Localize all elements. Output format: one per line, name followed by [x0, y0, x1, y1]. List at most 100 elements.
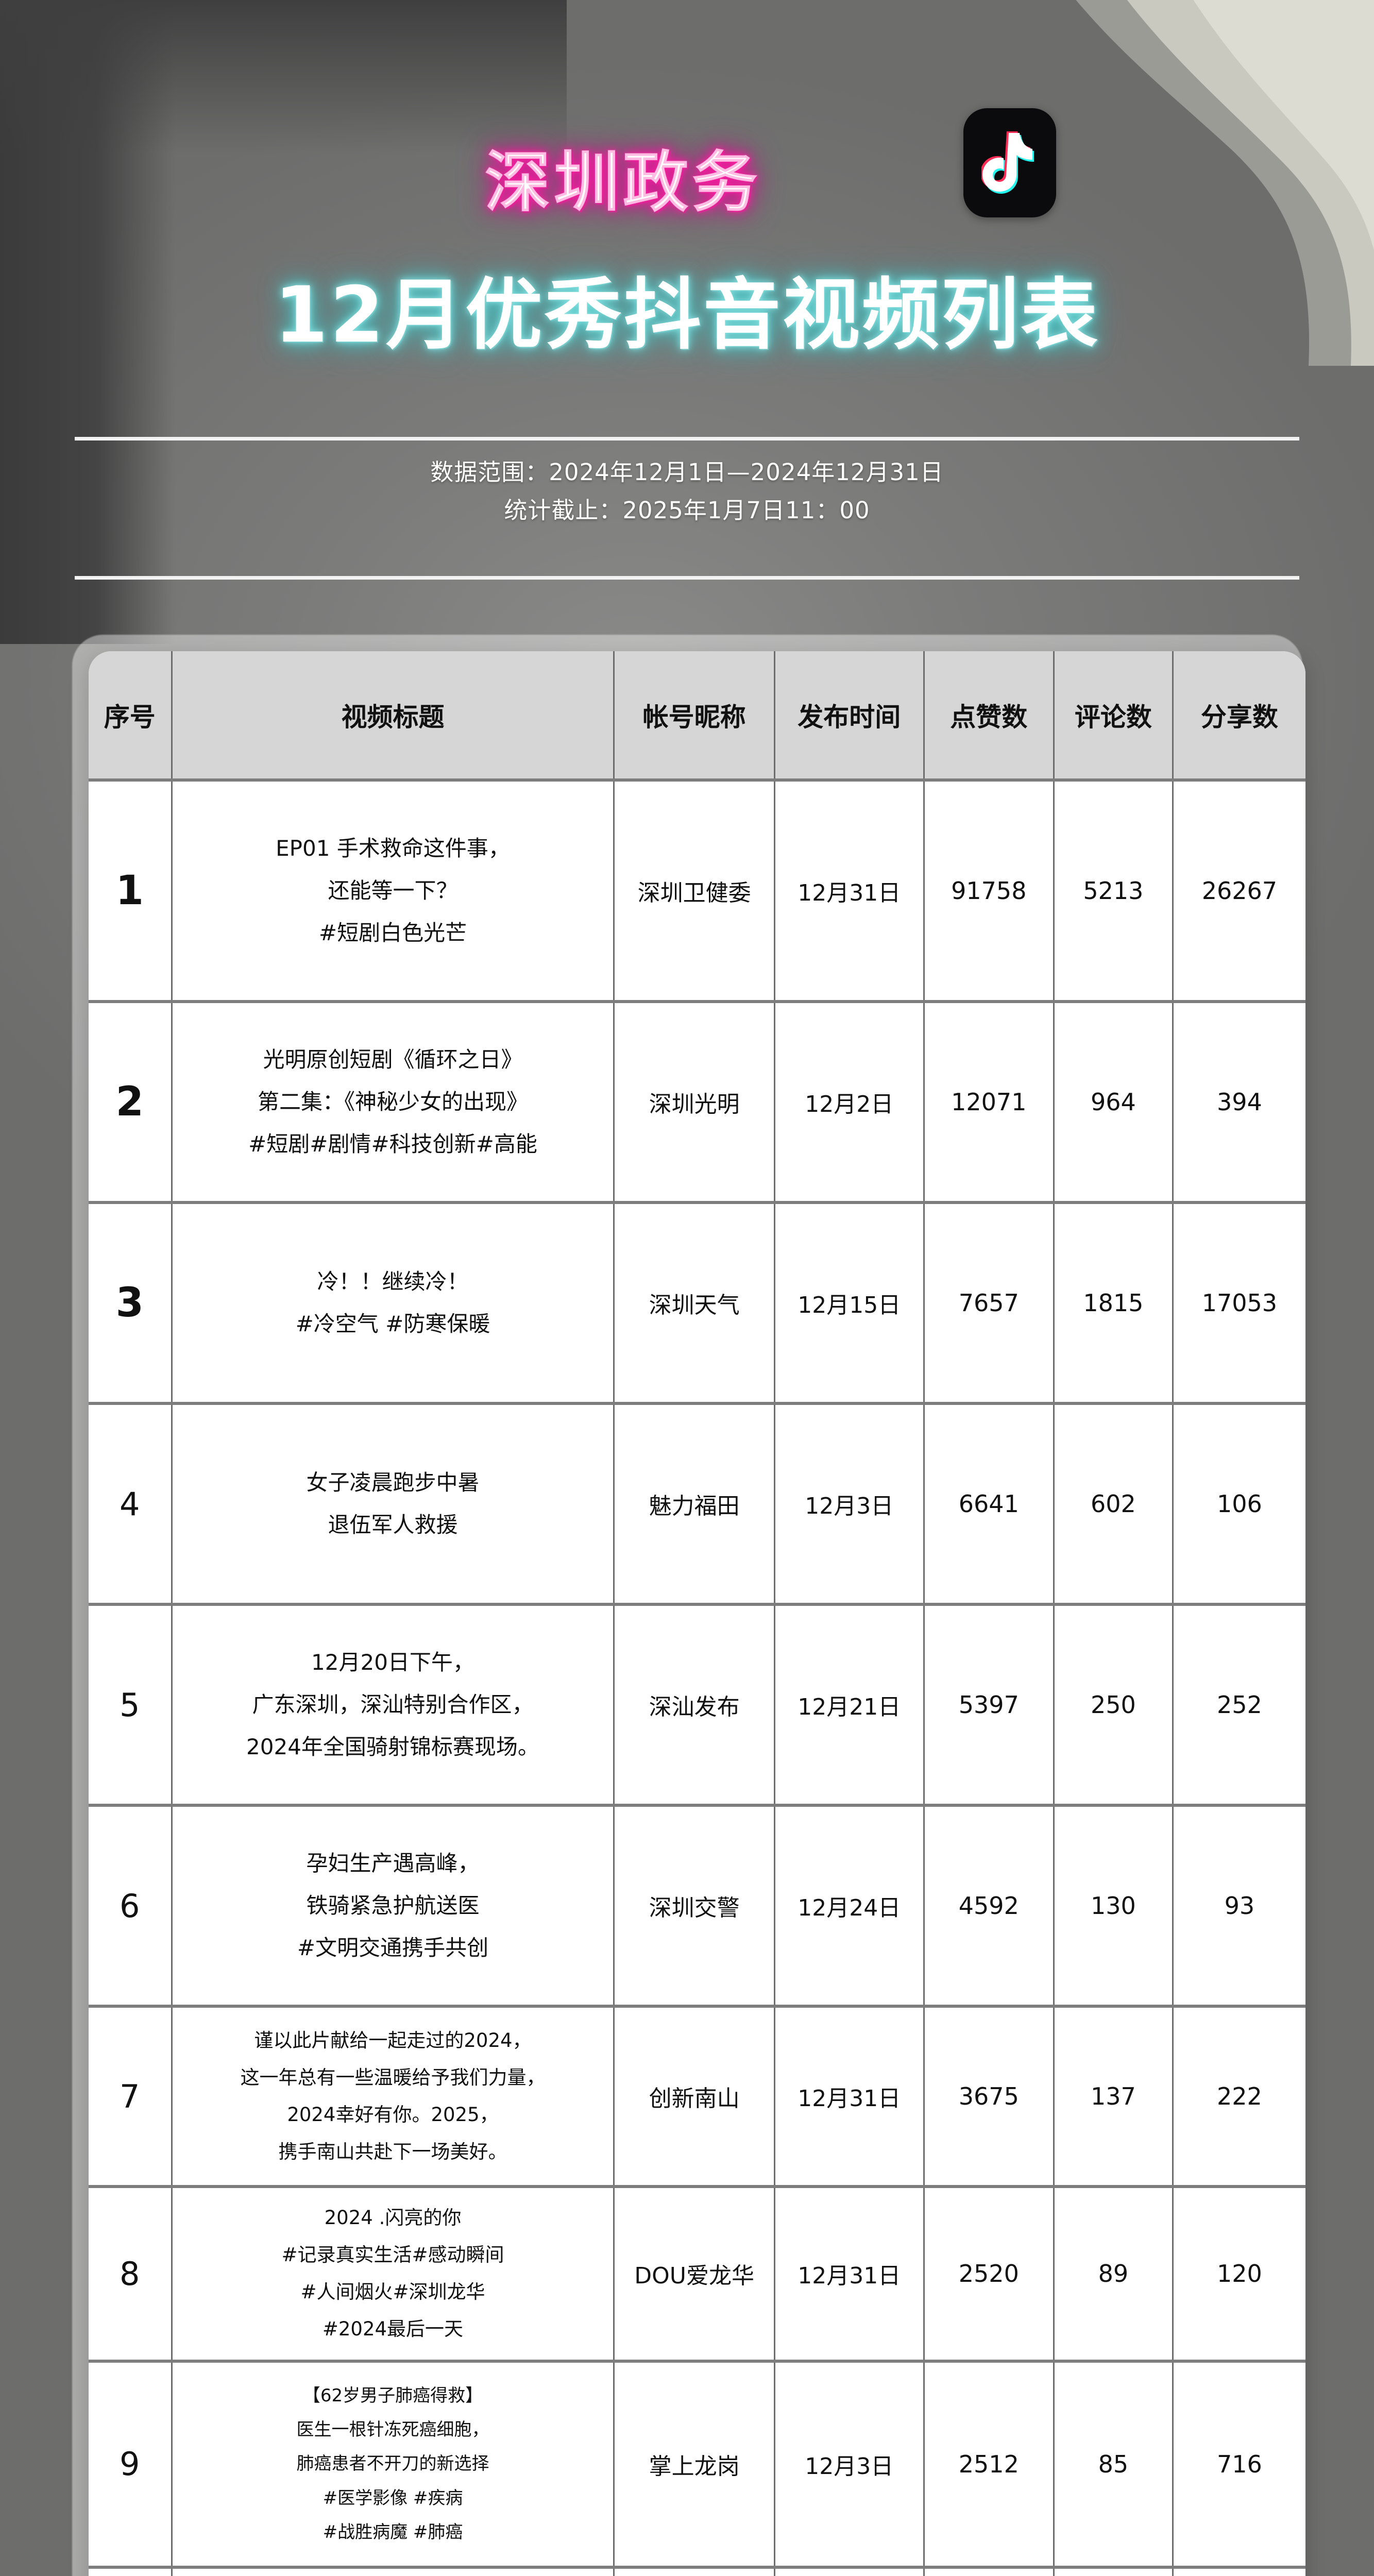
table-head: 序号 视频标题 帐号昵称 发布时间 点赞数 评论数 分享数: [89, 651, 1305, 780]
cell-likes: 2220: [924, 2567, 1055, 2576]
col-header-index: 序号: [89, 651, 173, 780]
cell-shares: 106: [1173, 1403, 1305, 1606]
divider-bottom: [75, 576, 1299, 580]
col-header-shares: 分享数: [1173, 651, 1305, 780]
cell-index: 2: [89, 1002, 173, 1204]
cell-date: 12月31日: [774, 2187, 925, 2363]
col-header-comments: 评论数: [1054, 651, 1174, 780]
cell-account: 深汕发布: [614, 1604, 775, 1807]
cell-comments: 89: [1054, 2187, 1174, 2363]
meta-cutoff: 统计截止：2025年1月7日11：00: [504, 497, 870, 524]
cell-index: 7: [89, 2006, 173, 2188]
table-row: 8 2024 .闪亮的你 #记录真实生活#感动瞬间 #人间烟火#深圳龙华 #2024最后…: [89, 2187, 1305, 2363]
cell-date: 12月31日: [774, 2006, 925, 2188]
cell-title: 谨以此片献给一起走过的2024， 这一年总有一些温暖给予我们力量， 2024幸好有你…: [172, 2006, 615, 2188]
cell-shares: 252: [1173, 1604, 1305, 1807]
table-row: 6 孕妇生产遇高峰， 铁骑紧急护航送医 #文明交通携手共创 深圳交警 12月24日 4592…: [89, 1805, 1305, 2008]
cell-likes: 7657: [924, 1202, 1055, 1405]
cell-likes: 6641: [924, 1403, 1055, 1606]
table-header-row: 序号 视频标题 帐号昵称 发布时间 点赞数 评论数 分享数: [89, 651, 1305, 780]
brand-title: 深圳政务: [0, 129, 1374, 224]
cell-comments: 85: [1054, 2361, 1174, 2569]
cell-index: 10: [89, 2567, 173, 2576]
cell-title: 【62岁男子肺癌得救】 医生一根针冻死癌细胞， 肺癌患者不开刀的新选择 #医学影像 #…: [172, 2361, 615, 2569]
cell-likes: 91758: [924, 780, 1055, 1003]
table-row: 5 12月20日下午， 广东深圳，深汕特别合作区， 2024年全国骑射锦标赛现场。 深汕…: [89, 1604, 1305, 1807]
cell-title: 孕妇生产遇高峰， 铁骑紧急护航送医 #文明交通携手共创: [172, 1805, 615, 2008]
video-ranking-table: 序号 视频标题 帐号昵称 发布时间 点赞数 评论数 分享数 1 EP01 手术救命…: [89, 651, 1305, 2576]
table-row: 2 光明原创短剧《循环之日》 第二集：《神秘少女的出现》 #短剧#剧情#科技创新#高能…: [89, 1002, 1305, 1204]
cell-likes: 2520: [924, 2187, 1055, 2363]
cell-index: 8: [89, 2187, 173, 2363]
cell-account: 青春深圳: [614, 2567, 775, 2576]
table-row: 1000后创新改编舞狮版《APT》，网友：一觉醒来我成守旧派了！（来源：山东春晚…: [89, 2567, 1305, 2576]
page-title-text: 12月优秀抖音视频列表: [274, 270, 1100, 360]
cell-index: 9: [89, 2361, 173, 2569]
cell-comments: 66: [1054, 2567, 1174, 2576]
table-row: 3 冷！！继续冷！ #冷空气 #防寒保暖 深圳天气 12月15日 7657 1815 1705…: [89, 1202, 1305, 1405]
brand-title-text: 深圳政务: [484, 144, 761, 222]
cell-title: 00后创新改编舞狮版《APT》，网友：一觉醒来我成守旧派了！（来源：山东春晚SD…: [172, 2567, 615, 2576]
table-body: 1 EP01 手术救命这件事， 还能等一下？ #短剧白色光芒 深圳卫健委 12月31日 91…: [89, 780, 1305, 2576]
cell-account: 深圳交警: [614, 1805, 775, 2008]
cell-index: 6: [89, 1805, 173, 2008]
table-row: 1 EP01 手术救命这件事， 还能等一下？ #短剧白色光芒 深圳卫健委 12月31日 91…: [89, 780, 1305, 1003]
cell-title: 冷！！继续冷！ #冷空气 #防寒保暖: [172, 1202, 615, 1405]
cell-account: 深圳光明: [614, 1002, 775, 1204]
col-header-date: 发布时间: [774, 651, 925, 780]
cell-title: 2024 .闪亮的你 #记录真实生活#感动瞬间 #人间烟火#深圳龙华 #2024最后一…: [172, 2187, 615, 2363]
cell-account: 魅力福田: [614, 1403, 775, 1606]
table-card: 序号 视频标题 帐号昵称 发布时间 点赞数 评论数 分享数 1 EP01 手术救命…: [89, 651, 1305, 2576]
table-row: 9 【62岁男子肺癌得救】 医生一根针冻死癌细胞， 肺癌患者不开刀的新选择 #医学影像 …: [89, 2361, 1305, 2569]
cell-shares: 222: [1173, 2006, 1305, 2188]
col-header-account: 帐号昵称: [614, 651, 775, 780]
cell-likes: 5397: [924, 1604, 1055, 1807]
cell-comments: 5213: [1054, 780, 1174, 1003]
cell-likes: 3675: [924, 2006, 1055, 2188]
cell-date: 12月3日: [774, 1403, 925, 1606]
cell-date: 12月21日: [774, 1604, 925, 1807]
cell-comments: 137: [1054, 2006, 1174, 2188]
cell-index: 1: [89, 780, 173, 1003]
cell-title: 12月20日下午， 广东深圳，深汕特别合作区， 2024年全国骑射锦标赛现场。: [172, 1604, 615, 1807]
cell-date: 12月3日: [774, 2361, 925, 2569]
cell-date: 12月24日: [774, 1805, 925, 2008]
cell-title: EP01 手术救命这件事， 还能等一下？ #短剧白色光芒: [172, 780, 615, 1003]
cell-date: 12月31日: [774, 780, 925, 1003]
page-header: 深圳政务 12月优秀抖音视频列表: [0, 0, 1374, 608]
meta-block: 数据范围：2024年12月1日—2024年12月31日 统计截止：2025年1月…: [0, 453, 1374, 530]
cell-shares: 120: [1173, 2187, 1305, 2363]
cell-date: 12月2日: [774, 1002, 925, 1204]
cell-account: 创新南山: [614, 2006, 775, 2188]
cell-account: 深圳卫健委: [614, 780, 775, 1003]
cell-date: 12月29日: [774, 2567, 925, 2576]
divider-top: [75, 437, 1299, 440]
cell-index: 5: [89, 1604, 173, 1807]
cell-comments: 602: [1054, 1403, 1174, 1606]
table-row: 4 女子凌晨跑步中暑 退伍军人救援 魅力福田 12月3日 6641 602 106: [89, 1403, 1305, 1606]
cell-comments: 964: [1054, 1002, 1174, 1204]
cell-account: DOU爱龙华: [614, 2187, 775, 2363]
cell-comments: 1815: [1054, 1202, 1174, 1405]
cell-title: 女子凌晨跑步中暑 退伍军人救援: [172, 1403, 615, 1606]
cell-index: 3: [89, 1202, 173, 1405]
col-header-likes: 点赞数: [924, 651, 1055, 780]
cell-likes: 2512: [924, 2361, 1055, 2569]
douyin-tiktok-logo: [963, 108, 1056, 217]
cell-shares: 17053: [1173, 1202, 1305, 1405]
table-row: 7 谨以此片献给一起走过的2024， 这一年总有一些温暖给予我们力量， 2024幸好有…: [89, 2006, 1305, 2188]
cell-shares: 394: [1173, 1002, 1305, 1204]
cell-account: 掌上龙岗: [614, 2361, 775, 2569]
cell-account: 深圳天气: [614, 1202, 775, 1405]
cell-date: 12月15日: [774, 1202, 925, 1405]
page-title: 12月优秀抖音视频列表: [0, 252, 1374, 364]
background-vignette-top: [0, 0, 567, 155]
cell-likes: 4592: [924, 1805, 1055, 2008]
cell-comments: 250: [1054, 1604, 1174, 1807]
cell-shares: 2478: [1173, 2567, 1305, 2576]
cell-comments: 130: [1054, 1805, 1174, 2008]
cell-shares: 716: [1173, 2361, 1305, 2569]
decorative-swoosh-top-right: [902, 0, 1374, 366]
cell-likes: 12071: [924, 1002, 1055, 1204]
cell-shares: 93: [1173, 1805, 1305, 2008]
